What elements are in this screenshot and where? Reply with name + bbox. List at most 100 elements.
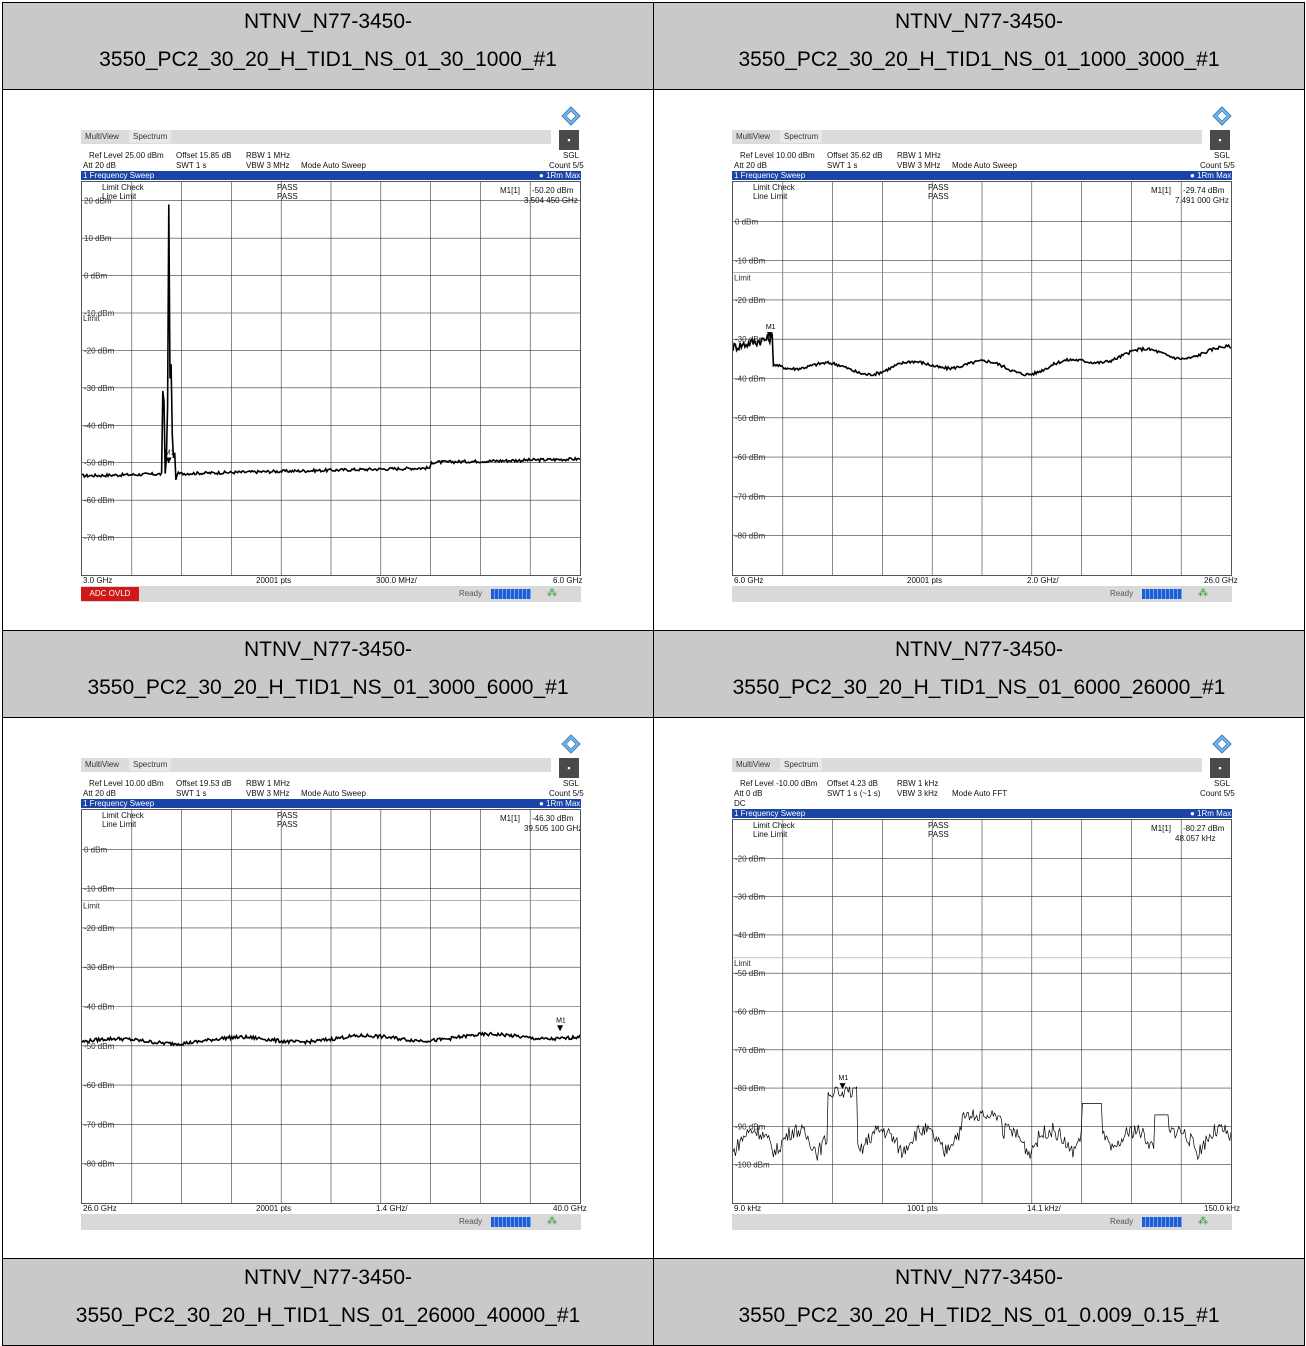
sweep-title: 1 Frequency Sweep	[734, 171, 806, 180]
marker-label: M1	[556, 1017, 566, 1024]
menu-button[interactable]: ▪	[559, 130, 579, 150]
marker-frequency: 7.491 000 GHz	[1175, 196, 1229, 205]
menu-button[interactable]: ▪	[1210, 130, 1230, 150]
line-limit-label: Line Limit	[102, 192, 137, 201]
progress-meter	[1142, 1217, 1182, 1227]
setting-sgl: SGL	[1214, 779, 1231, 788]
spectrum-plot: -20 dBm -30 dBm -40 dBm -50 dBm -60 dBm -70 d…	[732, 819, 1232, 1204]
x-start-label: 9.0 kHz	[734, 1204, 762, 1213]
setting-count: Count 5/5	[549, 161, 584, 170]
y-tick-label: -20 dBm	[735, 854, 766, 863]
y-tick-label: -80 dBm	[735, 1084, 766, 1093]
analyzer-screenshot: MultiView Spectrum ▪ Ref Level 10.00 dBm Off…	[732, 106, 1238, 606]
setting-swt: SWT 1 s	[176, 789, 207, 798]
rs-logo-icon	[1212, 734, 1232, 754]
setting-ref-level: Ref Level 10.00 dBm	[89, 779, 164, 788]
limit-label: Limit	[734, 959, 752, 968]
menu-button[interactable]: ▪	[559, 758, 579, 778]
marker-frequency: 3.504 450 GHz	[524, 196, 578, 205]
x-start-label: 3.0 GHz	[83, 576, 113, 585]
tab-spectrum: Spectrum	[780, 758, 823, 771]
screenshot-cell: MultiView Spectrum ▪ Ref Level -10.00 dBm Of…	[653, 717, 1305, 1259]
y-tick-label: -60 dBm	[84, 496, 115, 505]
y-tick-label: -80 dBm	[735, 532, 766, 541]
spectrum-plot: 0 dBm -10 dBm -20 dBm -30 dBm -40 dBm -50 dBm…	[81, 809, 581, 1204]
ready-status: Ready	[1110, 589, 1134, 598]
trace-label: ● 1Rm Max	[1190, 809, 1232, 818]
marker-label: M1	[839, 1075, 849, 1082]
analyzer-screenshot: MultiView Spectrum ▪ Ref Level -10.00 dBm Of…	[732, 734, 1240, 1234]
caption-line2: 3550_PC2_30_20_H_TID1_NS_01_1000_3000_#1	[738, 48, 1220, 71]
x-stop-label: 40.0 GHz	[553, 1204, 587, 1213]
limit-label: Limit	[734, 273, 752, 282]
adc-ovld-badge[interactable]: ADC OVLD	[81, 587, 139, 601]
marker-frequency: 39.505 100 GHz	[524, 824, 581, 833]
rs-logo-icon	[561, 106, 581, 126]
tab-spectrum: Spectrum	[129, 130, 172, 143]
y-tick-label: -50 dBm	[84, 459, 115, 468]
rs-logo-inner	[1216, 110, 1228, 122]
sweep-title-bar: 1 Frequency Sweep ● 1Rm Max	[732, 171, 1232, 180]
y-tick-label: -70 dBm	[735, 492, 766, 501]
tab-bar: MultiView Spectrum	[732, 130, 1202, 144]
setting-offset: Offset 35.62 dB	[827, 151, 883, 160]
tab-bar: MultiView Spectrum	[81, 758, 551, 772]
x-division-label: 300.0 MHz/	[376, 576, 417, 585]
limit-check-result: PASS	[928, 183, 949, 192]
line-limit-result: PASS	[277, 192, 298, 201]
y-tick-label: 20 dBm	[84, 197, 112, 206]
spectrum-trace	[733, 333, 1231, 377]
y-tick-label: -20 dBm	[84, 346, 115, 355]
setting-count: Count 5/5	[549, 789, 584, 798]
line-limit-result: PASS	[928, 830, 949, 839]
y-tick-label: -60 dBm	[735, 1008, 766, 1017]
marker-name: M1[1]	[500, 814, 521, 823]
limit-check-label: Limit Check	[102, 811, 144, 820]
x-division-label: 1.4 GHz/	[376, 1204, 408, 1213]
analyzer-screenshot: MultiView Spectrum ▪ Ref Level 10.00 dBm Off…	[81, 734, 587, 1234]
setting-ref-level: Ref Level -10.00 dBm	[740, 779, 818, 788]
marker-triangle	[557, 1025, 564, 1032]
rs-logo-icon	[561, 734, 581, 754]
setting-dc: DC	[734, 799, 746, 808]
network-icon: ⁂	[547, 1216, 557, 1227]
points-label: 1001 pts	[907, 1204, 938, 1213]
setting-vbw: VBW 3 MHz	[246, 161, 290, 170]
x-division-label: 14.1 kHz/	[1027, 1204, 1061, 1213]
caption-line1: NTNV_N77-3450-	[243, 638, 413, 661]
analyzer-screenshot: MultiView Spectrum ▪ Ref Level 25.00 dBm Off…	[81, 106, 584, 606]
caption-line2: 3550_PC2_30_20_H_TID2_NS_01_0.009_0.15_#…	[738, 1304, 1220, 1327]
menu-button[interactable]: ▪	[1210, 758, 1230, 778]
line-limit-label: Line Limit	[753, 192, 788, 201]
setting-att: Att 20 dB	[83, 789, 116, 798]
tab-bar: MultiView Spectrum	[732, 758, 1202, 772]
marker-name: M1[1]	[1151, 824, 1172, 833]
limit-check-label: Limit Check	[753, 183, 795, 192]
ready-status: Ready	[459, 589, 483, 598]
setting-offset: Offset 19.53 dB	[176, 779, 232, 788]
status-bar: Ready ⁂	[732, 586, 1232, 602]
y-tick-label: -10 dBm	[84, 885, 115, 894]
caption-cell: NTNV_N77-3450- 3550_PC2_30_20_H_TID1_NS_…	[653, 2, 1305, 90]
y-tick-label: 0 dBm	[735, 217, 758, 226]
spectrum-canvas: 20 dBm 10 dBm 0 dBm -10 dBm -20 dBm -30 dBm -4…	[82, 182, 580, 575]
y-tick-label: -10 dBm	[735, 257, 766, 266]
setting-offset: Offset 15.85 dB	[176, 151, 232, 160]
y-tick-label: -50 dBm	[735, 414, 766, 423]
setting-swt: SWT 1 s (~1 s)	[827, 789, 881, 798]
caption-line2: 3550_PC2_30_20_H_TID1_NS_01_3000_6000_#1	[87, 676, 569, 699]
points-label: 20001 pts	[256, 1204, 292, 1213]
marker-value: -50.20 dBm	[532, 186, 574, 195]
setting-rbw: RBW 1 MHz	[246, 151, 290, 160]
x-start-label: 26.0 GHz	[83, 1204, 117, 1213]
spectrum-canvas: 0 dBm -10 dBm -20 dBm -30 dBm -40 dBm -50 dBm…	[733, 182, 1231, 575]
setting-count: Count 5/5	[1200, 161, 1235, 170]
marker-label: M1	[766, 324, 776, 331]
line-limit-label: Line Limit	[102, 820, 137, 829]
setting-rbw: RBW 1 MHz	[246, 779, 290, 788]
marker-label: M1	[165, 449, 175, 456]
limit-check-result: PASS	[277, 183, 298, 192]
rs-logo-inner	[565, 738, 577, 750]
ready-status: Ready	[1110, 1217, 1134, 1226]
